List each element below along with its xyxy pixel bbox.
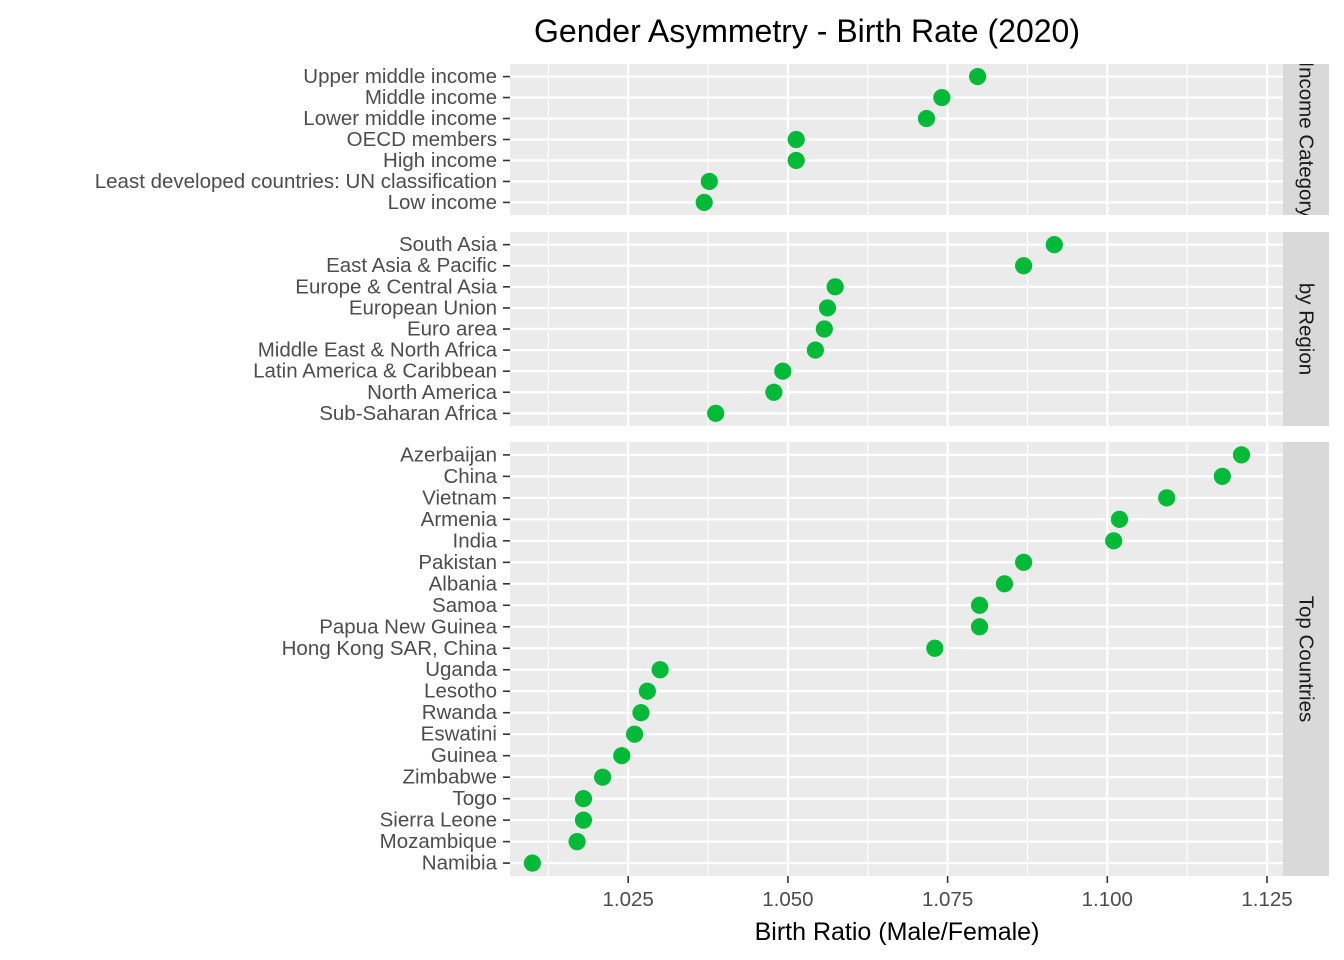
data-point <box>1015 553 1033 571</box>
x-tick-label: 1.125 <box>1241 888 1292 911</box>
category-label: High income <box>383 149 497 172</box>
data-point <box>632 704 650 722</box>
data-point <box>774 362 792 380</box>
category-label: Zimbabwe <box>402 766 497 789</box>
category-label: European Union <box>349 296 497 319</box>
x-tick-label: 1.100 <box>1082 888 1133 911</box>
category-label: Latin America & Caribbean <box>253 360 497 383</box>
x-tick-label: 1.050 <box>762 888 813 911</box>
category-label: Eswatini <box>421 723 497 746</box>
facet-strip-label: Top Countries <box>1295 596 1318 722</box>
category-label: Namibia <box>422 852 498 875</box>
category-label: Pakistan <box>418 551 497 574</box>
data-point <box>700 172 718 191</box>
category-label: Low income <box>388 191 497 214</box>
category-label: Albania <box>429 572 498 595</box>
facet-strip <box>1283 232 1329 426</box>
data-point <box>787 130 805 149</box>
data-point <box>1015 257 1033 275</box>
panel-2: AzerbaijanChinaVietnamArmeniaIndiaPakist… <box>282 442 1329 876</box>
category-label: Rwanda <box>422 701 498 724</box>
data-point <box>933 88 951 107</box>
category-label: Middle East & North Africa <box>258 339 498 362</box>
data-point <box>695 193 713 212</box>
data-point <box>970 618 989 636</box>
data-point <box>1105 532 1123 550</box>
data-point <box>926 639 944 657</box>
data-point <box>574 811 593 829</box>
category-label: Hong Kong SAR, China <box>282 637 498 660</box>
data-point <box>568 833 586 851</box>
category-label: India <box>453 529 498 552</box>
data-point <box>806 341 824 359</box>
chart-title: Gender Asymmetry - Birth Rate (2020) <box>534 13 1080 49</box>
category-label: Vietnam <box>422 486 497 509</box>
data-point <box>523 854 541 872</box>
facet-strip-label: by Region <box>1295 283 1318 375</box>
data-point <box>625 725 644 743</box>
x-tick-label: 1.075 <box>922 888 973 911</box>
x-tick-label: 1.025 <box>603 888 654 911</box>
data-point <box>594 768 612 786</box>
category-label: South Asia <box>399 233 498 256</box>
data-point <box>1232 446 1251 464</box>
category-label: Lesotho <box>424 680 497 703</box>
x-axis: 1.025 1.050 1.075 1.100 1.125 <box>603 876 1293 911</box>
data-point <box>1110 510 1129 528</box>
category-label: Upper middle income <box>303 65 497 88</box>
data-point <box>1158 489 1176 507</box>
data-point <box>707 404 725 422</box>
category-label: Least developed countries: UN classifica… <box>95 170 497 193</box>
data-point <box>1045 236 1063 254</box>
category-label: Mozambique <box>380 830 497 853</box>
data-point <box>917 109 936 128</box>
facet-strip <box>1283 442 1329 876</box>
category-label: China <box>443 465 497 488</box>
category-label: OECD members <box>347 128 497 151</box>
category-label: Samoa <box>432 594 498 617</box>
category-label: East Asia & Pacific <box>326 254 497 277</box>
category-label: Uganda <box>425 658 497 681</box>
category-label: Lower middle income <box>303 107 497 130</box>
category-label: Armenia <box>421 508 498 531</box>
data-point <box>638 682 656 700</box>
facet-strip-label: Income Category <box>1295 61 1318 218</box>
category-label: North America <box>367 381 497 404</box>
data-point <box>787 151 805 170</box>
data-point <box>613 747 631 765</box>
data-point <box>574 790 593 808</box>
category-label: Sierra Leone <box>380 809 497 832</box>
category-label: Euro area <box>407 318 498 341</box>
data-point <box>826 278 844 296</box>
data-point <box>1213 467 1231 485</box>
category-label: Guinea <box>431 744 498 767</box>
category-label: Togo <box>453 787 497 810</box>
data-point <box>815 320 833 338</box>
category-label: Sub-Saharan Africa <box>319 402 497 425</box>
data-point <box>818 299 837 317</box>
category-label: Middle income <box>365 86 497 109</box>
data-point <box>970 596 989 614</box>
x-axis-title: Birth Ratio (Male/Female) <box>755 918 1040 946</box>
category-label: Papua New Guinea <box>319 615 497 638</box>
category-label: Azerbaijan <box>400 443 497 466</box>
category-label: Europe & Central Asia <box>295 275 497 298</box>
data-point <box>765 383 783 401</box>
facet-strip <box>1283 64 1329 215</box>
data-point <box>995 575 1014 593</box>
data-point <box>651 661 669 679</box>
data-point <box>969 67 987 86</box>
panel-background <box>510 442 1283 876</box>
